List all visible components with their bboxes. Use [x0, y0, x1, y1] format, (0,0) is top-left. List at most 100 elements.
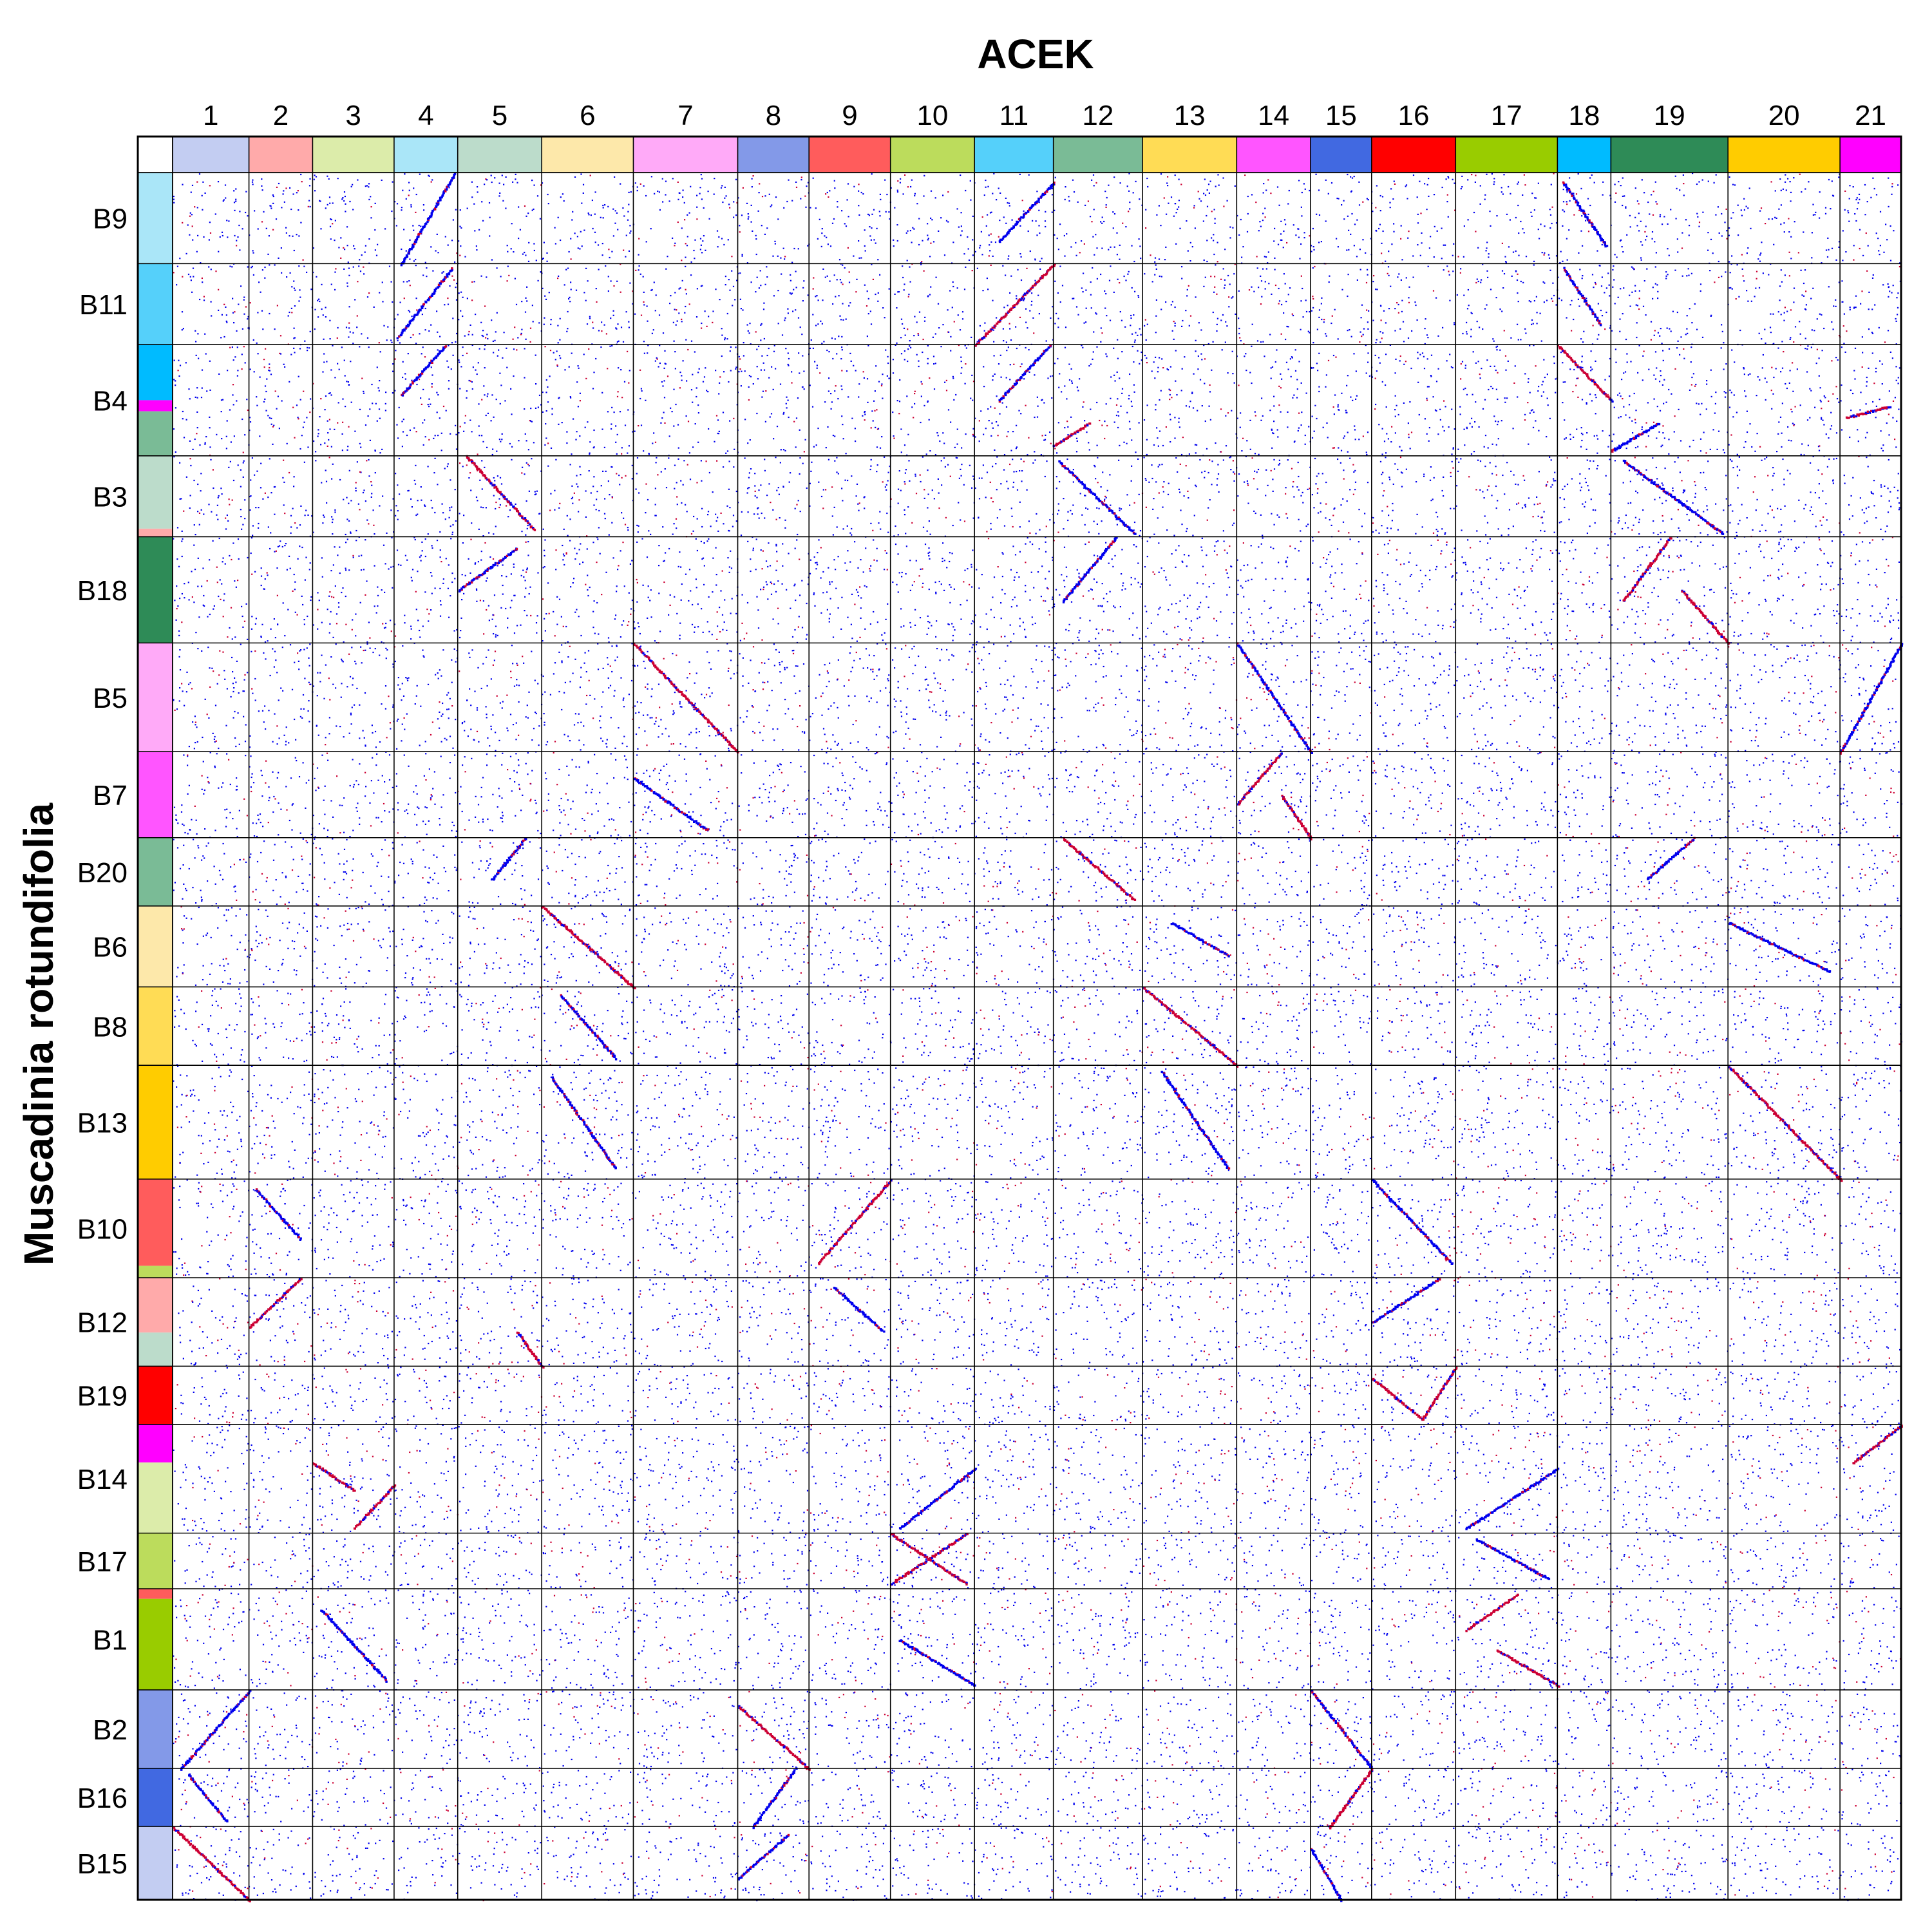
- noise-dot: [379, 1708, 381, 1710]
- noise-dot: [254, 1294, 256, 1296]
- noise-dot: [431, 545, 433, 547]
- noise-dot: [382, 904, 384, 905]
- noise-dot: [422, 655, 424, 657]
- noise-dot: [283, 459, 285, 461]
- noise-dot: [278, 428, 280, 430]
- noise-dot: [292, 1768, 295, 1770]
- noise-dot: [471, 522, 473, 524]
- noise-dot: [345, 567, 346, 569]
- noise-dot: [446, 1600, 448, 1602]
- noise-dot: [234, 891, 236, 893]
- noise-dot: [292, 235, 294, 237]
- noise-dot: [294, 1149, 296, 1151]
- noise-dot: [415, 1176, 417, 1178]
- noise-dot: [196, 397, 198, 399]
- noise-dot: [325, 469, 327, 471]
- noise-dot: [381, 1156, 383, 1158]
- noise-dot: [329, 392, 331, 394]
- noise-dot: [224, 184, 227, 186]
- noise-dot: [412, 1208, 413, 1209]
- noise-dot: [355, 529, 357, 532]
- noise-dot: [488, 605, 489, 607]
- noise-dot: [399, 301, 401, 303]
- noise-dot: [233, 1872, 235, 1874]
- noise-dot: [453, 1457, 455, 1459]
- noise-dot: [289, 1166, 290, 1168]
- noise-dot: [399, 1276, 401, 1278]
- noise-dot: [319, 1148, 321, 1150]
- noise-dot: [206, 390, 208, 392]
- noise-dot: [452, 1855, 454, 1857]
- noise-dot: [225, 1705, 227, 1707]
- noise-dot: [285, 841, 287, 843]
- noise-dot: [358, 265, 360, 267]
- noise-dot: [320, 925, 322, 927]
- noise-dot: [283, 1396, 285, 1398]
- noise-dot: [256, 860, 259, 863]
- noise-dot: [236, 400, 238, 402]
- noise-dot: [229, 460, 231, 462]
- noise-dot: [346, 838, 348, 840]
- noise-dot: [265, 1294, 267, 1296]
- noise-dot: [207, 842, 209, 844]
- y-color-bar-B19-0: [138, 1366, 173, 1425]
- noise-dot: [268, 1457, 270, 1459]
- noise-dot: [412, 936, 414, 938]
- noise-dot: [193, 544, 195, 546]
- noise-dot: [431, 1540, 433, 1542]
- noise-dot: [264, 705, 266, 707]
- noise-dot: [414, 1157, 416, 1159]
- noise-dot: [330, 1641, 332, 1643]
- noise-dot: [392, 1243, 394, 1245]
- noise-dot: [363, 392, 365, 394]
- noise-dot: [516, 349, 518, 351]
- noise-dot: [381, 849, 383, 851]
- noise-dot: [203, 513, 205, 515]
- noise-dot: [276, 1309, 278, 1311]
- noise-dot: [360, 1576, 362, 1578]
- noise-dot: [422, 625, 424, 627]
- noise-dot: [372, 651, 374, 654]
- noise-dot: [358, 1888, 361, 1891]
- noise-dot: [231, 1177, 233, 1179]
- noise-dot: [446, 1335, 448, 1337]
- noise-dot: [230, 1101, 232, 1103]
- noise-dot: [281, 1325, 283, 1327]
- x-color-bar-21: [1840, 137, 1901, 173]
- noise-dot: [466, 390, 468, 392]
- noise-dot: [373, 792, 375, 794]
- noise-dot: [252, 274, 254, 276]
- noise-dot: [433, 437, 435, 439]
- noise-dot: [324, 1170, 326, 1172]
- noise-dot: [427, 466, 429, 468]
- noise-dot: [281, 964, 283, 966]
- noise-dot: [404, 173, 406, 175]
- noise-dot: [309, 643, 311, 645]
- noise-dot: [330, 1322, 332, 1324]
- noise-dot: [274, 1026, 276, 1028]
- noise-dot: [232, 1613, 234, 1615]
- noise-dot: [239, 858, 241, 861]
- noise-dot: [415, 211, 417, 213]
- noise-dot: [203, 236, 205, 238]
- noise-dot: [424, 1173, 426, 1175]
- noise-dot: [187, 1529, 189, 1531]
- noise-dot: [475, 496, 478, 498]
- noise-dot: [234, 234, 236, 237]
- noise-dot: [321, 557, 323, 559]
- noise-dot: [310, 599, 312, 601]
- noise-dot: [392, 706, 394, 708]
- noise-dot: [422, 346, 424, 348]
- noise-dot: [454, 489, 456, 491]
- noise-dot: [272, 1615, 274, 1617]
- noise-dot: [213, 1826, 214, 1828]
- noise-dot: [299, 715, 301, 717]
- noise-dot: [210, 1876, 212, 1878]
- noise-dot: [455, 1659, 457, 1661]
- noise-dot: [446, 1601, 448, 1603]
- noise-dot: [196, 1174, 198, 1176]
- noise-dot: [323, 1258, 325, 1260]
- noise-dot: [204, 442, 206, 444]
- noise-dot: [307, 615, 308, 618]
- noise-dot: [230, 1491, 232, 1493]
